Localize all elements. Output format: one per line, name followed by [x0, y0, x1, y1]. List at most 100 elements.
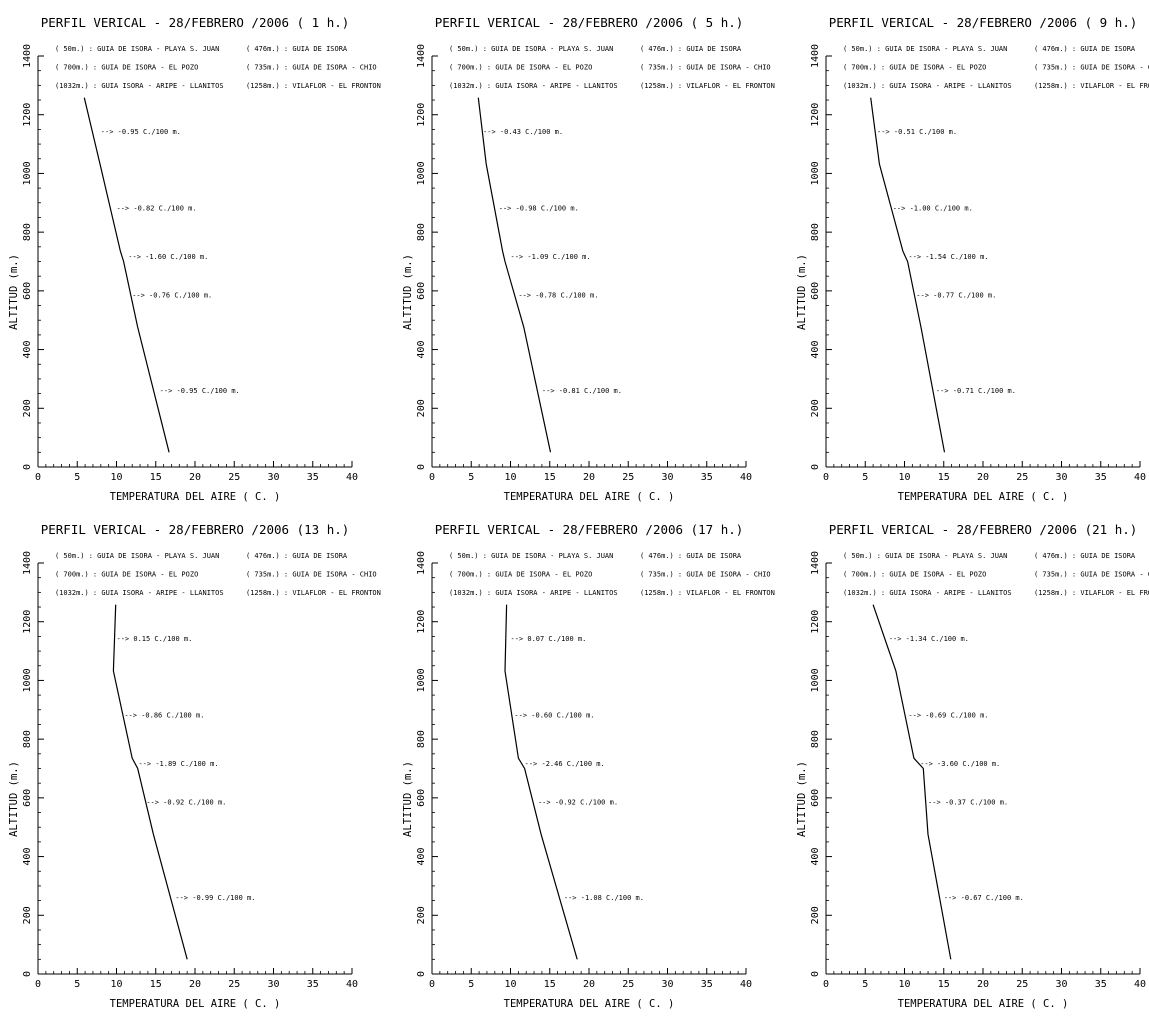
y-tick-label: 1200	[416, 610, 427, 634]
gradient-annotation: --> -1.34 C./100 m.	[889, 635, 969, 643]
legend-entry: (1032m.) : GUIA ISORA - ARIPE - LLANITOS	[449, 82, 618, 90]
x-tick-label: 30	[661, 472, 673, 483]
profile-line	[870, 97, 946, 453]
y-tick-label: 1200	[22, 103, 33, 127]
chart-panel-1: PERFIL VERICAL - 28/FEBRERO /2006 ( 1 h.…	[8, 15, 381, 503]
y-tick-label: 1200	[810, 103, 821, 127]
y-tick-label: 0	[416, 464, 427, 470]
x-tick-label: 15	[150, 472, 162, 483]
gradient-annotation: --> -0.81 C./100 m.	[542, 387, 622, 395]
y-tick-label: 0	[22, 464, 33, 470]
x-tick-label: 0	[429, 472, 435, 483]
x-axis-label: TEMPERATURA DEL AIRE ( C. )	[898, 491, 1069, 503]
y-axis-label: ALTITUD (m.)	[402, 761, 414, 837]
y-tick-label: 400	[810, 848, 821, 866]
chart-title: PERFIL VERICAL - 28/FEBRERO /2006 ( 5 h.…	[435, 15, 744, 30]
gradient-annotation: --> -0.43 C./100 m.	[483, 128, 563, 136]
gradient-annotation: --> -0.92 C./100 m.	[538, 798, 618, 806]
legend-entry: (1032m.) : GUIA ISORA - ARIPE - LLANITOS	[55, 82, 224, 90]
gradient-annotation: --> -2.46 C./100 m.	[525, 760, 605, 768]
gradient-annotation: --> -0.86 C./100 m.	[124, 711, 204, 719]
gradient-annotation: --> -0.78 C./100 m.	[518, 291, 598, 299]
gradient-annotation: --> 0.07 C./100 m.	[511, 635, 587, 643]
legend-entry: ( 50m.) : GUIA DE ISORA - PLAYA S. JUAN	[449, 552, 613, 560]
x-tick-label: 35	[701, 472, 713, 483]
x-tick-label: 5	[74, 472, 80, 483]
y-tick-label: 800	[416, 730, 427, 748]
x-tick-label: 35	[1095, 979, 1107, 990]
legend-entry: ( 700m.) : GUIA DE ISORA - EL POZO	[843, 64, 986, 72]
chart-panel-5: PERFIL VERICAL - 28/FEBRERO /2006 (17 h.…	[402, 522, 775, 1010]
y-tick-label: 400	[810, 341, 821, 359]
x-tick-label: 5	[74, 979, 80, 990]
y-tick-label: 200	[22, 906, 33, 924]
x-tick-label: 25	[1016, 472, 1028, 483]
y-tick-label: 0	[810, 971, 821, 977]
legend-entry: ( 735m.) : GUIA DE ISORA - CHIO	[640, 64, 771, 72]
gradient-annotation: --> -0.37 C./100 m.	[928, 798, 1008, 806]
legend-entry: ( 50m.) : GUIA DE ISORA - PLAYA S. JUAN	[55, 45, 219, 53]
chart-title: PERFIL VERICAL - 28/FEBRERO /2006 ( 1 h.…	[41, 15, 350, 30]
gradient-annotation: --> -0.98 C./100 m.	[499, 204, 579, 212]
chart-panel-6: PERFIL VERICAL - 28/FEBRERO /2006 (21 h.…	[796, 522, 1149, 1010]
x-tick-label: 35	[307, 979, 319, 990]
legend-entry: ( 50m.) : GUIA DE ISORA - PLAYA S. JUAN	[843, 552, 1007, 560]
x-tick-label: 10	[504, 979, 516, 990]
legend-entry: ( 50m.) : GUIA DE ISORA - PLAYA S. JUAN	[843, 45, 1007, 53]
y-tick-label: 800	[810, 730, 821, 748]
y-tick-label: 0	[810, 464, 821, 470]
x-tick-label: 35	[307, 472, 319, 483]
legend-entry: ( 50m.) : GUIA DE ISORA - PLAYA S. JUAN	[55, 552, 219, 560]
x-tick-label: 10	[898, 979, 910, 990]
x-tick-label: 30	[661, 979, 673, 990]
x-tick-label: 30	[1055, 979, 1067, 990]
profile-line	[83, 97, 170, 453]
gradient-annotation: --> -0.92 C./100 m.	[146, 798, 226, 806]
x-tick-label: 5	[468, 979, 474, 990]
chart-title: PERFIL VERICAL - 28/FEBRERO /2006 (21 h.…	[829, 522, 1138, 537]
legend-entry: (1032m.) : GUIA ISORA - ARIPE - LLANITOS	[843, 589, 1012, 597]
x-tick-label: 25	[228, 472, 240, 483]
x-axis-label: TEMPERATURA DEL AIRE ( C. )	[504, 998, 675, 1010]
legend-entry: ( 735m.) : GUIA DE ISORA - CHIO	[246, 64, 377, 72]
y-tick-label: 1000	[22, 161, 33, 185]
y-tick-label: 800	[22, 730, 33, 748]
gradient-annotation: --> -0.60 C./100 m.	[514, 711, 594, 719]
chart-panel-2: PERFIL VERICAL - 28/FEBRERO /2006 ( 5 h.…	[402, 15, 775, 503]
y-tick-label: 400	[22, 848, 33, 866]
y-tick-label: 0	[416, 971, 427, 977]
gradient-annotation: --> -0.95 C./100 m.	[160, 387, 240, 395]
y-axis-label: ALTITUD (m.)	[402, 254, 414, 330]
x-tick-label: 30	[1055, 472, 1067, 483]
y-tick-label: 0	[22, 971, 33, 977]
x-axis-label: TEMPERATURA DEL AIRE ( C. )	[898, 998, 1069, 1010]
legend-entry: ( 735m.) : GUIA DE ISORA - CHIO	[1034, 64, 1149, 72]
x-tick-label: 30	[267, 472, 279, 483]
x-tick-label: 5	[468, 472, 474, 483]
x-tick-label: 35	[1095, 472, 1107, 483]
gradient-annotation: --> -0.67 C./100 m.	[944, 894, 1024, 902]
legend-entry: (1258m.) : VILAFLOR - EL FRONTON	[1034, 82, 1149, 90]
legend-entry: ( 476m.) : GUIA DE ISORA	[640, 552, 742, 560]
legend-entry: ( 476m.) : GUIA DE ISORA	[246, 552, 348, 560]
x-tick-label: 15	[938, 979, 950, 990]
y-axis-label: ALTITUD (m.)	[796, 761, 808, 837]
x-tick-label: 40	[740, 472, 752, 483]
profile-line	[872, 604, 952, 960]
gradient-annotation: --> -1.08 C./100 m.	[564, 894, 644, 902]
legend-entry: (1032m.) : GUIA ISORA - ARIPE - LLANITOS	[449, 589, 618, 597]
y-tick-label: 200	[22, 399, 33, 417]
x-tick-label: 25	[622, 472, 634, 483]
x-tick-label: 40	[1134, 472, 1146, 483]
gradient-annotation: --> -0.82 C./100 m.	[117, 204, 197, 212]
chart-title: PERFIL VERICAL - 28/FEBRERO /2006 (13 h.…	[41, 522, 350, 537]
y-axis-label: ALTITUD (m.)	[8, 761, 20, 837]
x-tick-label: 10	[898, 472, 910, 483]
x-tick-label: 25	[1016, 979, 1028, 990]
x-tick-label: 20	[583, 979, 595, 990]
y-tick-label: 400	[416, 848, 427, 866]
x-tick-label: 5	[862, 472, 868, 483]
legend-entry: ( 700m.) : GUIA DE ISORA - EL POZO	[449, 571, 592, 579]
x-tick-label: 0	[35, 979, 41, 990]
gradient-annotation: --> 0.15 C./100 m.	[117, 635, 193, 643]
